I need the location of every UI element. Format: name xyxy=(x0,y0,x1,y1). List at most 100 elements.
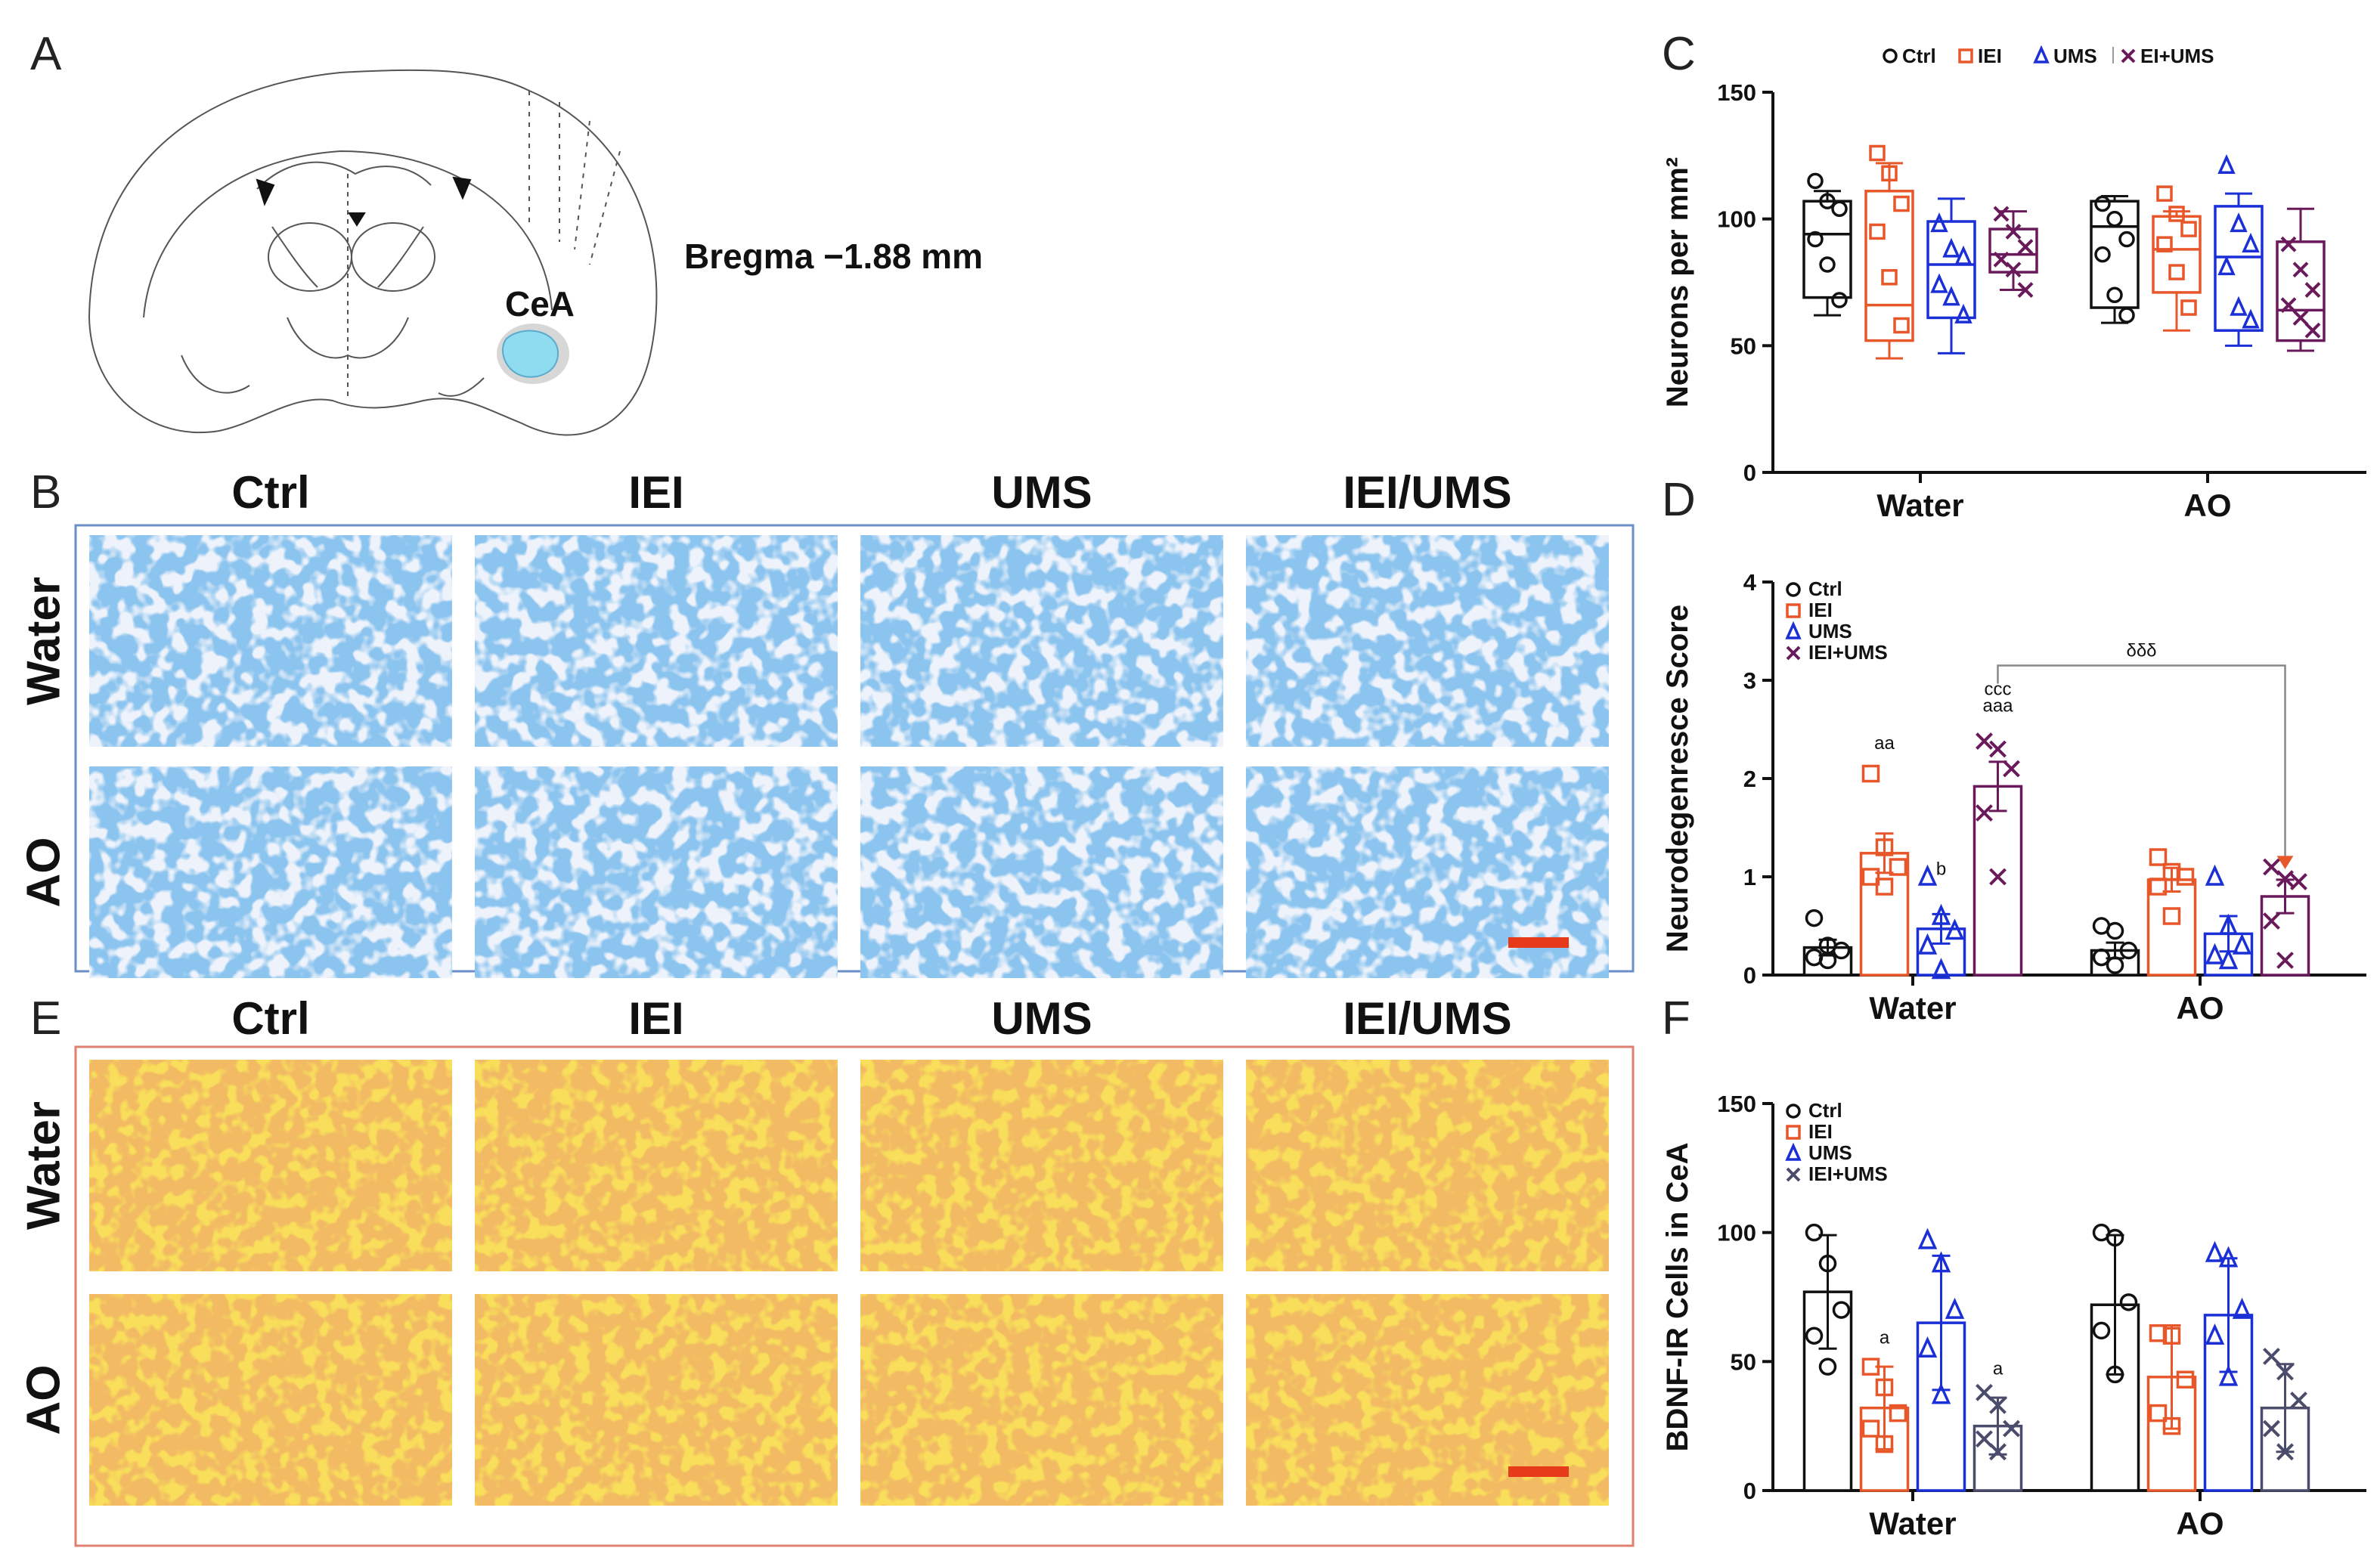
data-point xyxy=(1917,864,1938,886)
data-point xyxy=(1786,645,1801,661)
data-point xyxy=(2205,864,2225,886)
micrograph-tile xyxy=(860,766,1223,978)
data-point xyxy=(1881,165,1898,182)
data-point xyxy=(2180,299,2197,316)
y-tick-label: 100 xyxy=(1717,1220,1756,1246)
data-point xyxy=(1976,1383,1993,1401)
data-point xyxy=(1893,317,1910,334)
data-point xyxy=(2092,948,2111,967)
bar-IEI+UMS xyxy=(2260,858,2310,977)
data-point xyxy=(2176,868,2195,886)
box xyxy=(2152,215,2202,294)
legend-label: IEI+UMS xyxy=(1808,1162,1888,1185)
data-point xyxy=(2118,307,2135,324)
bar-IEI+UMS xyxy=(1972,732,2023,977)
data-point xyxy=(2106,210,2123,228)
x-category-label: AO xyxy=(2177,1506,2224,1541)
y-tick-label: 50 xyxy=(1731,1348,1756,1375)
data-point xyxy=(1958,48,1973,63)
bar-Ctrl xyxy=(2090,1223,2140,1492)
bar-UMS xyxy=(2203,864,2254,977)
significance-label: a xyxy=(1993,1358,2003,1379)
data-point xyxy=(1931,1251,1951,1273)
data-point xyxy=(2162,1327,2181,1345)
y-tick-label: 3 xyxy=(1743,667,1756,694)
bracket-label: δδδ xyxy=(2126,641,2156,661)
micrograph-texture xyxy=(1246,535,1609,747)
cea-label: CeA xyxy=(505,284,575,324)
legend-label: IEI xyxy=(1808,1120,1833,1143)
data-point xyxy=(1785,1142,1802,1161)
micrograph-tile xyxy=(475,1060,838,1271)
y-axis-label: Neurons per mm² xyxy=(1661,157,1694,407)
bar-IEI+UMS xyxy=(1972,1383,2023,1492)
data-point xyxy=(1786,582,1801,597)
box xyxy=(1864,190,1914,342)
legend-label: EI+UMS xyxy=(2140,45,2214,67)
data-point xyxy=(1805,909,1824,927)
data-point xyxy=(2162,862,2181,881)
data-point xyxy=(1861,868,1880,886)
data-point xyxy=(1861,1419,1880,1438)
data-point xyxy=(2292,262,2309,278)
data-point xyxy=(2217,255,2236,276)
panel-b-scale-bar xyxy=(1508,937,1569,948)
micrograph-texture xyxy=(475,535,838,747)
data-point xyxy=(1818,1358,1837,1376)
x-category-label: AO xyxy=(2177,990,2224,1026)
data-point xyxy=(1976,732,1993,751)
micrograph-texture xyxy=(89,535,452,747)
legend-label: UMS xyxy=(1808,620,1852,642)
y-tick-label: 0 xyxy=(1743,962,1756,989)
panel-c-label: C xyxy=(1662,28,1696,80)
data-point xyxy=(1931,958,1951,980)
data-point xyxy=(2180,221,2197,237)
data-point xyxy=(2290,873,2307,890)
significance-label: aaa xyxy=(1982,696,2013,717)
bar-UMS xyxy=(1916,1227,1966,1492)
data-point xyxy=(1831,200,1848,218)
x-category-label: AO xyxy=(2184,488,2232,523)
bracket-arrowhead xyxy=(2276,856,2294,869)
data-point xyxy=(1989,740,2007,758)
data-point xyxy=(2276,952,2294,969)
data-point xyxy=(1807,231,1824,248)
micrograph-texture xyxy=(89,766,452,978)
data-point xyxy=(2092,1321,2111,1340)
y-tick-label: 2 xyxy=(1743,766,1756,792)
data-point xyxy=(2232,1297,2252,1319)
cea-region xyxy=(502,330,559,378)
data-point xyxy=(2242,232,2260,252)
data-point xyxy=(2218,1364,2239,1386)
box-IEI xyxy=(2152,185,2202,332)
x-category-label: Water xyxy=(1869,990,1956,1026)
box-Ctrl xyxy=(1802,172,1852,317)
micrograph-texture xyxy=(860,766,1223,978)
data-point xyxy=(2106,921,2124,940)
data-point xyxy=(1942,237,1960,258)
data-point xyxy=(2162,1416,2181,1435)
brain-section-diagram xyxy=(88,69,658,436)
data-point xyxy=(1942,286,1960,306)
bar-IEI xyxy=(2146,848,2197,977)
micrograph-texture xyxy=(89,1294,452,1506)
bar-IEI xyxy=(1859,764,1910,977)
data-point xyxy=(1875,878,1894,896)
legend-label: Ctrl xyxy=(1808,1099,1842,1122)
x-category-label: Water xyxy=(1869,1506,1956,1541)
data-point xyxy=(1917,1336,1938,1358)
data-point xyxy=(2205,1323,2225,1345)
bar xyxy=(2146,878,2197,977)
bar-Ctrl xyxy=(1802,1223,1853,1492)
data-point xyxy=(2168,206,2185,222)
data-point xyxy=(2263,858,2280,876)
bar-IEI xyxy=(2146,1324,2197,1492)
data-point xyxy=(1976,804,1993,822)
column-header: IEI xyxy=(628,467,683,518)
data-point xyxy=(2118,231,2135,248)
panel-e-label: E xyxy=(30,992,61,1045)
data-point xyxy=(1931,903,1951,925)
bregma-label: Bregma −1.88 mm xyxy=(684,237,983,276)
data-point xyxy=(2276,870,2294,888)
